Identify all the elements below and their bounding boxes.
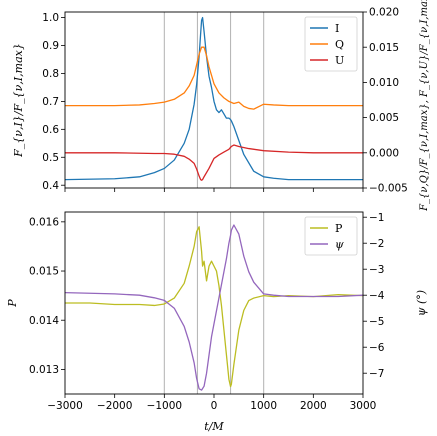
- x-axis-label: t/M: [204, 420, 224, 433]
- right-tick-label-1: −6: [369, 342, 385, 354]
- right-tick-label-2: −5: [369, 316, 384, 328]
- right-tick-label-3: 0.010: [369, 77, 399, 89]
- bottom-tick-label-5: 2000: [300, 400, 327, 412]
- bottom-right-axis-label: ψ (°): [415, 290, 428, 316]
- bottom-tick-label-1: −2000: [97, 400, 133, 412]
- top-panel: 0.4 0.5 0.6 0.7 0.8 0.9 1.0 −0.005 0.000 0.005 0.…: [12, 0, 430, 212]
- right-tick-label-0: −0.005: [369, 183, 408, 195]
- top-bottom-ticks: [64, 188, 364, 192]
- series-line-ψ: [64, 224, 364, 391]
- left-tick-label-4: 0.8: [42, 68, 59, 80]
- left-tick-label-6: 1.0: [42, 12, 59, 24]
- left-tick-label-0: 0.013: [29, 364, 59, 376]
- series-line-I: [64, 16, 363, 181]
- right-tick-label-5: 0.020: [369, 7, 399, 19]
- right-tick-label-4: −3: [369, 264, 384, 276]
- top-right-ticks: −0.005 0.000 0.005 0.010 0.015 0.020: [363, 7, 408, 195]
- bottom-left-ticks: 0.013 0.014 0.015 0.016: [29, 216, 65, 376]
- right-tick-label-6: −1: [369, 212, 384, 224]
- bottom-tick-label-2: −1000: [147, 400, 183, 412]
- bottom-series-lines: [64, 224, 364, 391]
- bottom-legend: Pψ: [304, 216, 358, 256]
- top-legend: IQU: [304, 16, 358, 72]
- left-tick-label-0: 0.4: [42, 180, 59, 192]
- legend-label-P: P: [335, 222, 343, 235]
- top-series-lines: [64, 16, 363, 181]
- right-tick-label-2: 0.005: [369, 112, 399, 124]
- top-left-axis-label: F_{ν,I}/F_{ν,I,max}: [12, 43, 25, 158]
- legend-label-ψ: ψ: [335, 238, 344, 251]
- legend-label-Q: Q: [335, 38, 344, 51]
- right-tick-label-1: 0.000: [369, 147, 399, 159]
- bottom-panel: 0.013 0.014 0.015 0.016 −7 −6 −5 −4 −3 −2 −1 −300…: [6, 211, 428, 433]
- legend-box: [304, 16, 358, 72]
- bottom-vlines: [163, 212, 265, 394]
- series-line-P: [65, 226, 364, 388]
- top-vlines: [163, 12, 265, 188]
- left-tick-label-1: 0.5: [42, 152, 59, 164]
- left-tick-label-1: 0.014: [29, 315, 59, 327]
- bottom-right-ticks: −7 −6 −5 −4 −3 −2 −1: [363, 212, 385, 380]
- left-tick-label-2: 0.015: [29, 266, 59, 278]
- top-right-axis-label: F_{ν,Q}/F_{ν,I,max}, F_{ν,U}/F_{ν,I,max}: [419, 0, 430, 212]
- series-line-U: [65, 144, 363, 181]
- left-tick-label-5: 0.9: [42, 40, 59, 52]
- series-line-Q: [65, 46, 363, 110]
- legend-label-I: I: [335, 22, 339, 35]
- right-tick-label-3: −4: [369, 290, 385, 302]
- bottom-left-axis-label: P: [6, 299, 19, 308]
- right-tick-label-4: 0.015: [369, 42, 399, 54]
- bottom-tick-label-6: 3000: [350, 400, 377, 412]
- legend-label-U: U: [335, 54, 344, 67]
- bottom-tick-label-0: −3000: [47, 400, 83, 412]
- right-tick-label-0: −7: [369, 368, 384, 380]
- left-tick-label-3: 0.7: [42, 96, 59, 108]
- bottom-tick-label-3: 0: [211, 400, 218, 412]
- left-tick-label-2: 0.6: [42, 124, 59, 136]
- right-tick-label-5: −2: [369, 238, 384, 250]
- legend-box: [304, 216, 358, 256]
- bottom-bottom-ticks: −3000 −2000 −1000 0 1000 2000 3000: [47, 394, 376, 412]
- top-left-ticks: 0.4 0.5 0.6 0.7 0.8 0.9 1.0: [42, 12, 65, 192]
- left-tick-label-3: 0.016: [29, 216, 59, 228]
- bottom-tick-label-4: 1000: [250, 400, 277, 412]
